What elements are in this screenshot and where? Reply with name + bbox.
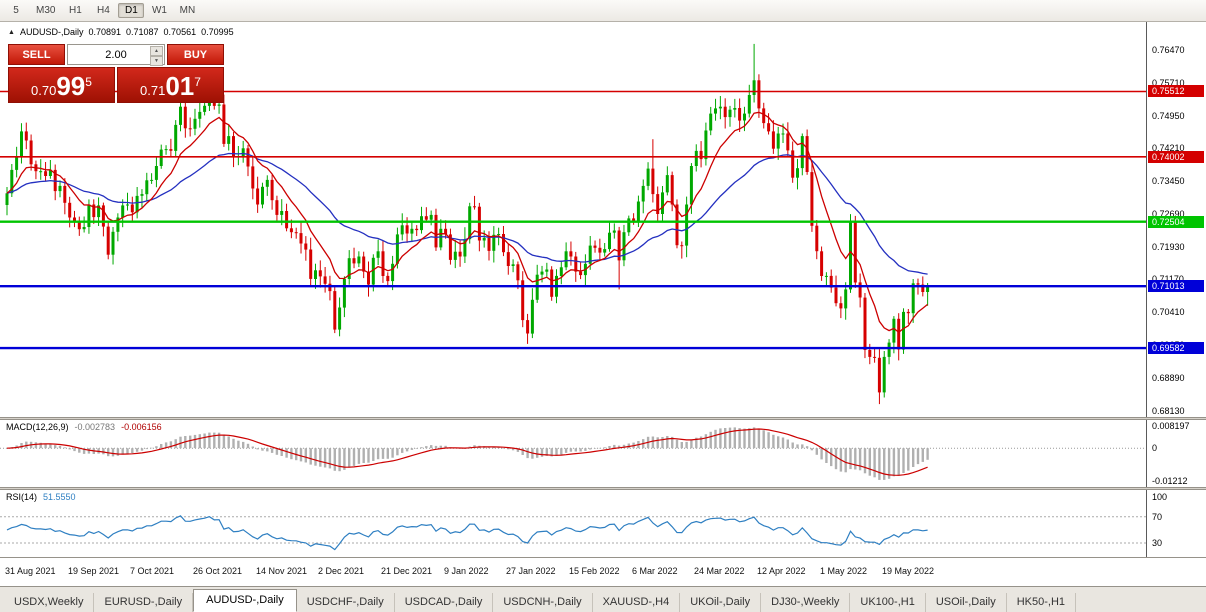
sell-button[interactable]: SELL [8, 44, 65, 65]
chart-tab-bar: USDX,Weekly EURUSD-,Daily AUDUSD-,Daily USD… [0, 586, 1206, 612]
sell-price-point: 5 [85, 75, 92, 89]
date-label: 24 Mar 2022 [694, 566, 745, 576]
price-line-label: 0.71013 [1148, 280, 1204, 292]
rsi-tick-label: 30 [1152, 538, 1163, 548]
date-label: 26 Oct 2021 [193, 566, 243, 576]
date-label: 15 Feb 2022 [569, 566, 620, 576]
open-value: 0.70891 [88, 27, 121, 37]
timeframe-toolbar: 5 M30 H1 H4 D1 W1 MN [0, 0, 1206, 22]
price-line-label: 0.72504 [1148, 216, 1204, 228]
one-click-collapse-icon[interactable]: ▲ [8, 28, 15, 36]
tab-eurusd-daily[interactable]: EURUSD-,Daily [94, 593, 194, 612]
macd-tick-label: 0 [1152, 443, 1158, 453]
volume-up-button[interactable]: ▲ [150, 46, 163, 56]
volume-input[interactable]: 2.00 ▲ ▼ [67, 44, 165, 66]
sell-price-pips: 99 [56, 71, 86, 101]
tab-xauusd-h4[interactable]: XAUUSD-,H4 [593, 593, 681, 612]
rsi-tick-label: 100 [1152, 492, 1168, 502]
price-tick-label: 0.71930 [1152, 242, 1185, 252]
timeframe-button-h4[interactable]: H4 [97, 5, 110, 16]
volume-value: 2.00 [105, 48, 127, 61]
rsi-panel-splitter[interactable] [0, 487, 1206, 490]
date-axis[interactable]: 31 Aug 2021 19 Sep 2021 7 Oct 2021 26 Oct 2… [0, 558, 1206, 586]
price-tick-label: 0.70410 [1152, 307, 1185, 317]
price-tick-label: 0.75710 [1152, 78, 1185, 88]
chart-ohlc-header: ▲ AUDUSD-,Daily 0.70891 0.71087 0.70561 … [8, 27, 234, 37]
axis-separator-line [0, 557, 1206, 558]
candlestick-chart[interactable] [0, 22, 1146, 557]
macd-name: MACD(12,26,9) [6, 422, 69, 432]
one-click-trading-panel: SELL 2.00 ▲ ▼ BUY 0.70995 0.71017 [8, 44, 224, 103]
timeframe-button-h1[interactable]: H1 [69, 5, 82, 16]
tab-uk100-h1[interactable]: UK100-,H1 [850, 593, 926, 612]
date-label: 21 Dec 2021 [381, 566, 433, 576]
price-tick-label: 0.76470 [1152, 45, 1185, 55]
buy-price-point: 7 [194, 75, 201, 89]
rsi-indicator-label: RSI(14) 51.5550 [6, 492, 76, 502]
price-scale[interactable]: 0.76470 0.75710 0.74950 0.74210 0.73450 0.726… [1146, 22, 1206, 557]
date-label: 31 Aug 2021 [5, 566, 56, 576]
symbol-label: AUDUSD-,Daily [19, 27, 84, 37]
macd-main-value: -0.002783 [74, 422, 116, 432]
price-tick-label: 0.71170 [1152, 274, 1184, 284]
tab-usdx-weekly[interactable]: USDX,Weekly [4, 593, 95, 612]
sell-price[interactable]: 0.70995 [8, 67, 115, 103]
buy-price-pips: 01 [165, 71, 195, 101]
tab-usdcnh-daily[interactable]: USDCNH-,Daily [493, 593, 593, 612]
date-label: 19 May 2022 [882, 566, 935, 576]
rsi-tick-label: 70 [1152, 512, 1163, 522]
close-value: 0.70995 [201, 27, 234, 37]
date-label: 9 Jan 2022 [444, 566, 489, 576]
macd-panel-splitter[interactable] [0, 417, 1206, 420]
price-line-label: 0.69582 [1148, 342, 1204, 354]
high-value: 0.71087 [126, 27, 159, 37]
price-tick-label: 0.68130 [1152, 406, 1185, 416]
volume-spinner: ▲ ▼ [150, 46, 163, 66]
price-line-label: 0.75512 [1148, 85, 1204, 97]
price-tick-label: 0.68890 [1152, 373, 1185, 383]
date-label: 1 May 2022 [820, 566, 868, 576]
price-tick-label: 0.73450 [1152, 176, 1185, 186]
tab-usoil-daily[interactable]: USOil-,Daily [926, 593, 1007, 612]
macd-tick-label: 0.008197 [1152, 421, 1190, 431]
price-tick-label: 0.72690 [1152, 209, 1185, 219]
volume-down-button[interactable]: ▼ [150, 56, 163, 66]
rsi-value: 51.5550 [43, 492, 76, 502]
timeframe-button-d1[interactable]: D1 [118, 3, 145, 18]
macd-tick-label: -0.01212 [1152, 476, 1188, 486]
low-value: 0.70561 [163, 27, 197, 37]
price-line-label: 0.74002 [1148, 151, 1204, 163]
price-tick-label: 0.74210 [1152, 143, 1185, 153]
tab-usdcad-daily[interactable]: USDCAD-,Daily [395, 593, 494, 612]
buy-button[interactable]: BUY [167, 44, 224, 65]
date-label: 6 Mar 2022 [632, 566, 678, 576]
date-label: 14 Nov 2021 [256, 566, 308, 576]
date-label: 27 Jan 2022 [506, 566, 556, 576]
date-label: 7 Oct 2021 [130, 566, 175, 576]
macd-signal-value: -0.006156 [121, 422, 162, 432]
tab-hk50-h1[interactable]: HK50-,H1 [1007, 593, 1077, 612]
tab-usdchf-daily[interactable]: USDCHF-,Daily [297, 593, 395, 612]
sell-price-base: 0.70 [31, 83, 57, 98]
tab-dj30-weekly[interactable]: DJ30-,Weekly [761, 593, 851, 612]
timeframe-button-m30[interactable]: M30 [36, 5, 56, 16]
buy-price-base: 0.71 [140, 83, 166, 98]
timeframe-button-w1[interactable]: W1 [151, 5, 167, 16]
buy-price[interactable]: 0.71017 [117, 67, 224, 103]
date-label: 2 Dec 2021 [318, 566, 365, 576]
timeframe-button-mn[interactable]: MN [179, 5, 196, 16]
tab-audusd-daily[interactable]: AUDUSD-,Daily [193, 589, 297, 612]
price-tick-label: 0.74950 [1152, 111, 1185, 121]
timeframe-button-5[interactable]: 5 [13, 5, 19, 16]
tab-ukoil-daily[interactable]: UKOil-,Daily [680, 593, 762, 612]
date-label: 19 Sep 2021 [68, 566, 120, 576]
macd-indicator-label: MACD(12,26,9) -0.002783 -0.006156 [6, 422, 162, 432]
date-label: 12 Apr 2022 [757, 566, 806, 576]
rsi-name: RSI(14) [6, 492, 38, 502]
